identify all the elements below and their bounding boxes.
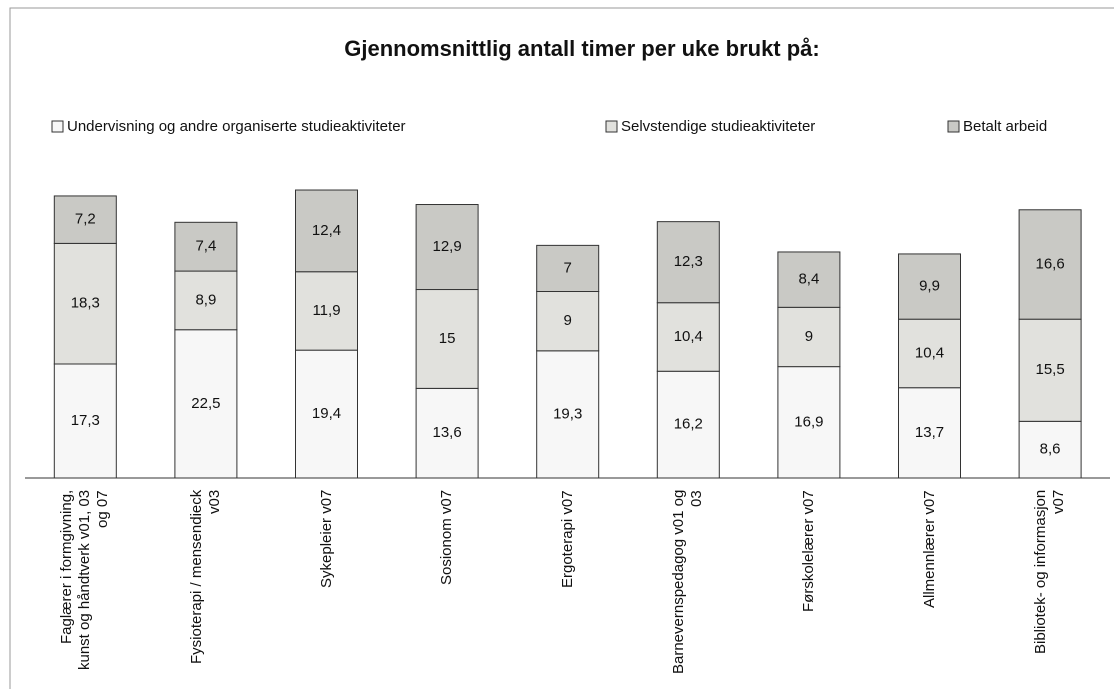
bar-segment [415, 387, 479, 479]
bar-segment [295, 271, 358, 351]
bar-segment [536, 291, 600, 352]
bar-segment [174, 221, 238, 272]
data-label: 10,4 [674, 328, 703, 345]
data-label: 7,2 [75, 211, 96, 228]
bar-segment [536, 350, 600, 479]
data-label: 9 [564, 312, 572, 329]
x-tick-label: Faglærer i formgivning, kunst og håndtve… [58, 490, 112, 671]
chart-title: Gjennomsnittlig antall timer per uke bru… [344, 36, 820, 61]
bar-segment [656, 370, 720, 479]
bar-segment [415, 289, 479, 389]
bar-segment [656, 302, 720, 372]
frame [9, 7, 1114, 689]
data-label: 17,3 [71, 412, 100, 429]
bar-segment [174, 329, 238, 479]
data-label: 8,4 [798, 271, 819, 288]
data-label: 7 [564, 259, 572, 276]
bar-segment [777, 306, 841, 368]
legend-swatch [51, 120, 64, 133]
data-label: 16,9 [794, 413, 823, 430]
data-label: 18,3 [71, 295, 100, 312]
x-tick-label: Barnevernspedagog v01 og 03 [670, 490, 706, 675]
bar-segment [53, 363, 117, 479]
x-tick-label: Sykepleier v07 [317, 490, 335, 589]
legend-swatch [605, 120, 618, 133]
bar-segment [898, 387, 961, 479]
x-tick-label: Ergoterapi v07 [558, 490, 576, 588]
bar-segment [777, 251, 841, 308]
data-label: 7,4 [195, 238, 216, 255]
x-tick-label: Bibliotek- og informasjon v07 [1032, 490, 1068, 655]
data-label: 16,6 [1035, 255, 1064, 272]
data-label: 15 [439, 330, 456, 347]
legend-label: Betalt arbeid [963, 118, 1047, 135]
data-label: 11,9 [312, 302, 340, 319]
data-label: 13,6 [432, 424, 461, 441]
data-label: 15,5 [1035, 361, 1064, 378]
data-label: 22,5 [191, 395, 220, 412]
bar-segment [415, 204, 479, 291]
data-label: 19,4 [312, 405, 341, 422]
x-tick-label: Allmennlærer v07 [920, 490, 938, 608]
bar-segment [295, 189, 358, 273]
data-label: 12,4 [312, 222, 341, 239]
data-label: 10,4 [915, 344, 944, 361]
bar-segment [536, 244, 600, 293]
x-tick-label: Førskolelærer v07 [799, 490, 817, 612]
bar-segment [1018, 318, 1082, 422]
bar-segment [898, 253, 961, 320]
x-tick-label: Fysioterapi / mensendieck v03 [187, 490, 223, 665]
data-label: 9 [805, 328, 813, 345]
data-label: 16,2 [674, 416, 703, 433]
bar-segment [656, 221, 720, 304]
data-label: 8,6 [1040, 441, 1061, 458]
legend-label: Undervisning og andre organiserte studie… [67, 118, 406, 135]
data-label: 12,9 [432, 238, 461, 255]
bar-segment [1018, 209, 1082, 320]
legend-swatch [947, 120, 960, 133]
data-label: 19,3 [553, 405, 582, 422]
bar-segment [53, 242, 117, 365]
bar-segment [295, 349, 358, 479]
bar-segment [898, 318, 961, 389]
data-label: 8,9 [195, 291, 216, 308]
x-tick-label: Sosionom v07 [438, 490, 456, 586]
data-label: 9,9 [919, 278, 940, 295]
bar-segment [53, 195, 117, 244]
data-label: 13,7 [915, 424, 944, 441]
legend-label: Selvstendige studieaktiviteter [621, 118, 815, 135]
data-label: 12,3 [674, 253, 703, 270]
